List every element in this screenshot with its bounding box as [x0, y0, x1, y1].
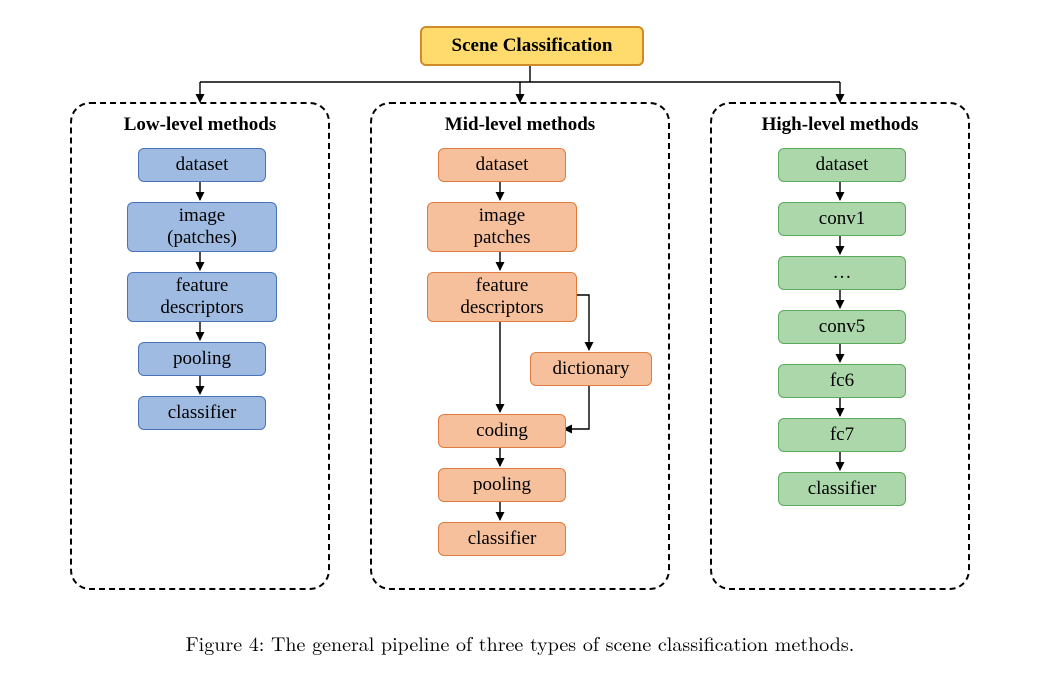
diagram-canvas: Scene Classification Low-level methods da… [20, 20, 1020, 660]
node-mid-dictionary: dictionary [530, 352, 652, 386]
node-mid-features: featuredescriptors [427, 272, 577, 322]
group-title-mid: Mid-level methods [372, 114, 668, 136]
node-mid-pooling: pooling [438, 468, 566, 502]
root-label: Scene Classification [452, 35, 613, 57]
group-high: High-level methods dataset conv1 … conv5 fc6 f… [710, 102, 970, 590]
node-high-fc7: fc7 [778, 418, 906, 452]
node-mid-coding: coding [438, 414, 566, 448]
caption-text: Figure 4: The general pipeline of three … [186, 628, 855, 657]
figure-caption: Figure 4: The general pipeline of three … [20, 628, 1020, 657]
node-low-classifier: classifier [138, 396, 266, 430]
node-low-pooling: pooling [138, 342, 266, 376]
node-mid-patches: imagepatches [427, 202, 577, 252]
node-low-patches: image(patches) [127, 202, 277, 252]
node-low-features: featuredescriptors [127, 272, 277, 322]
node-low-dataset: dataset [138, 148, 266, 182]
node-high-conv5: conv5 [778, 310, 906, 344]
node-high-conv1: conv1 [778, 202, 906, 236]
node-high-dots: … [778, 256, 906, 290]
group-title-high: High-level methods [712, 114, 968, 136]
node-mid-classifier: classifier [438, 522, 566, 556]
group-title-low: Low-level methods [72, 114, 328, 136]
root-node: Scene Classification [420, 26, 644, 66]
node-high-dataset: dataset [778, 148, 906, 182]
group-low: Low-level methods dataset image(patches) fe… [70, 102, 330, 590]
group-mid: Mid-level methods dataset imagepatches feat… [370, 102, 670, 590]
node-high-fc6: fc6 [778, 364, 906, 398]
node-mid-dataset: dataset [438, 148, 566, 182]
node-high-classifier: classifier [778, 472, 906, 506]
